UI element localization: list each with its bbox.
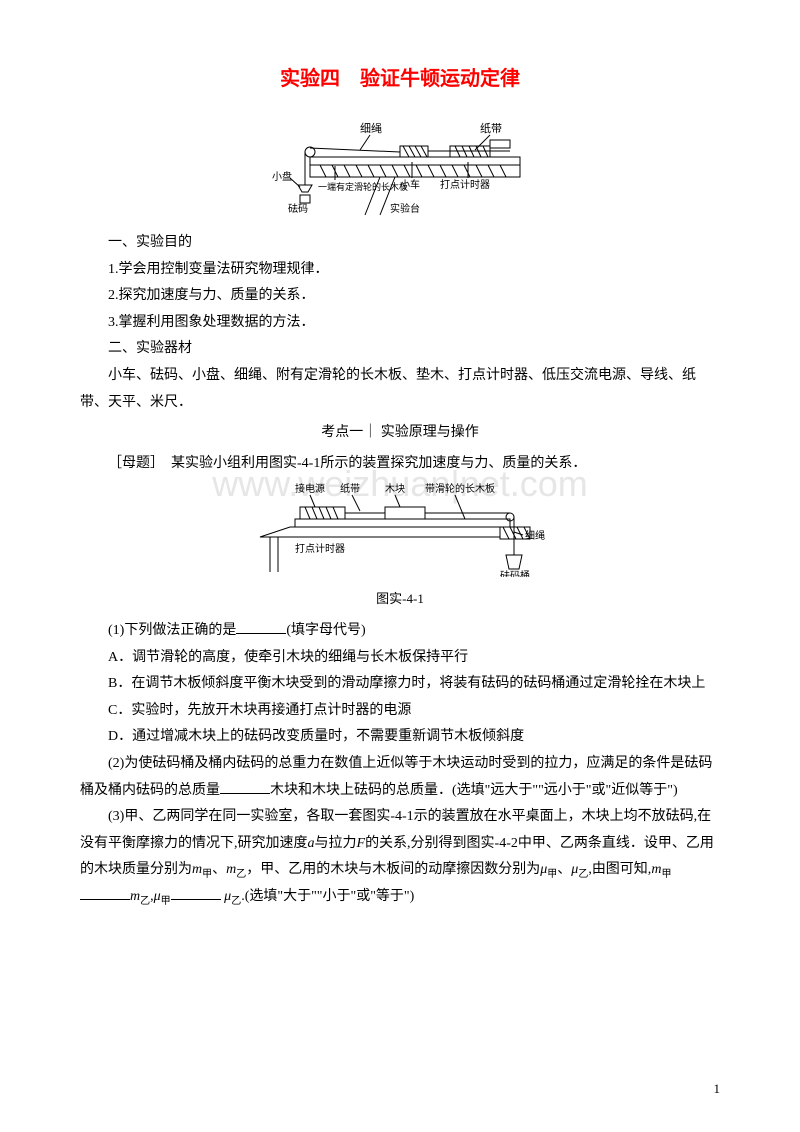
doc-title: 实验四 验证牛顿运动定律	[80, 60, 720, 98]
svg-text:木块: 木块	[385, 483, 405, 495]
q3-tail: .(选填"大于""小于"或"等于")	[241, 889, 414, 904]
svg-text:接电源: 接电源	[295, 482, 325, 495]
q3-yi4: 乙	[231, 896, 241, 907]
blank-q3b	[171, 886, 221, 900]
q1-opt-c: C．实验时，先放开木块再接通打点计时器的电源	[80, 698, 720, 725]
q3-my: m	[226, 862, 236, 877]
svg-text:打点计时器: 打点计时器	[440, 178, 490, 191]
q3-m3: ，甲、乙用的木块与木板间的动摩擦因数分别为	[246, 862, 540, 877]
svg-text:带滑轮的长木板: 带滑轮的长木板	[425, 482, 495, 495]
svg-text:小盘: 小盘	[272, 170, 292, 183]
q3-yi2: 乙	[578, 869, 588, 880]
svg-text:打点计时器: 打点计时器	[295, 542, 345, 555]
svg-text:纸带: 纸带	[340, 482, 360, 495]
q3-mu3: μ	[154, 889, 161, 904]
q3-my2: m	[130, 889, 140, 904]
q2-stem: (2)为使砝码桶及桶内砝码的总重力在数值上近似等于木块运动时受到的拉力，应满足的…	[80, 751, 720, 804]
q3-jia1: 甲	[202, 869, 212, 880]
q3-jia2: 甲	[547, 869, 557, 880]
q2-b: 木块和木块上砝码的总质量．(选填"远大于""远小于"或"近似等于")	[270, 783, 678, 798]
q1-opt-d: D．通过增减木块上的砝码改变质量时，不需要重新调节木板倾斜度	[80, 724, 720, 751]
blank-q2	[220, 780, 270, 794]
figure-apparatus-1: 细绳 纸带 小车 打点计时器 小盘 砝码 一端有定滑轮的长木板 实验台	[250, 110, 550, 220]
blank-q3a	[80, 886, 130, 900]
q3-yi3: 乙	[140, 896, 150, 907]
q3-mj2: m	[651, 862, 661, 877]
q3-stem: (3)甲、乙两同学在同一实验室，各取一套图实-4-1示的装置放在水平桌面上，木块…	[80, 804, 720, 911]
svg-text:细绳: 细绳	[525, 529, 545, 542]
section2-heading: 二、实验器材	[80, 336, 720, 363]
figure2-caption: 图实-4-1	[80, 587, 720, 612]
section1-heading: 一、实验目的	[80, 230, 720, 257]
page-number: 1	[714, 1077, 721, 1102]
page-content: 实验四 验证牛顿运动定律	[80, 60, 720, 911]
svg-text:实验台: 实验台	[390, 202, 420, 215]
svg-text:纸带: 纸带	[480, 122, 502, 135]
section2-p1: 小车、砝码、小盘、细绳、附有定滑轮的长木板、垫木、打点计时器、低压交流电源、导线…	[80, 363, 720, 416]
section1-p2: 2.探究加速度与力、质量的关系．	[80, 283, 720, 310]
q1-tail: (填字母代号)	[286, 623, 365, 638]
svg-text:砝码桶: 砝码桶	[500, 569, 530, 577]
q3-m4: 由图可知,	[592, 862, 652, 877]
q3-jia4: 甲	[161, 896, 171, 907]
figure-apparatus-2: 接电源 纸带 木块 带滑轮的长木板 打点计时器 细绳 砝码桶	[240, 477, 560, 577]
q3-f: F	[357, 836, 366, 851]
kaodian-heading: 考点一｜ 实验原理与操作	[80, 420, 720, 447]
q1-stem-text: (1)下列做法正确的是	[108, 623, 236, 638]
muti-stem: ［母题］ 某实验小组利用图实-4-1所示的装置探究加速度与力、质量的关系．	[80, 451, 720, 478]
section1-p1: 1.学会用控制变量法研究物理规律．	[80, 257, 720, 284]
blank-q1	[236, 620, 286, 634]
section1-p3: 3.掌握利用图象处理数据的方法．	[80, 310, 720, 337]
svg-text:砝码: 砝码	[288, 202, 308, 215]
q3-mj: m	[192, 862, 202, 877]
q1-stem: (1)下列做法正确的是 (填字母代号)	[80, 618, 720, 645]
q3-yi1: 乙	[236, 869, 246, 880]
svg-text:一端有定滑轮的长木板: 一端有定滑轮的长木板	[318, 181, 408, 192]
svg-text:细绳: 细绳	[360, 121, 382, 135]
q3-m1: 与拉力	[315, 836, 357, 851]
q3-a: a	[308, 836, 315, 851]
q3-jia3: 甲	[661, 869, 671, 880]
q1-opt-b: B．在调节木板倾斜度平衡木块受到的滑动摩擦力时，将装有砝码的砝码桶通过定滑轮拴在…	[80, 671, 720, 698]
q1-opt-a: A．调节滑轮的高度，使牵引木块的细绳与长木板保持平行	[80, 645, 720, 672]
